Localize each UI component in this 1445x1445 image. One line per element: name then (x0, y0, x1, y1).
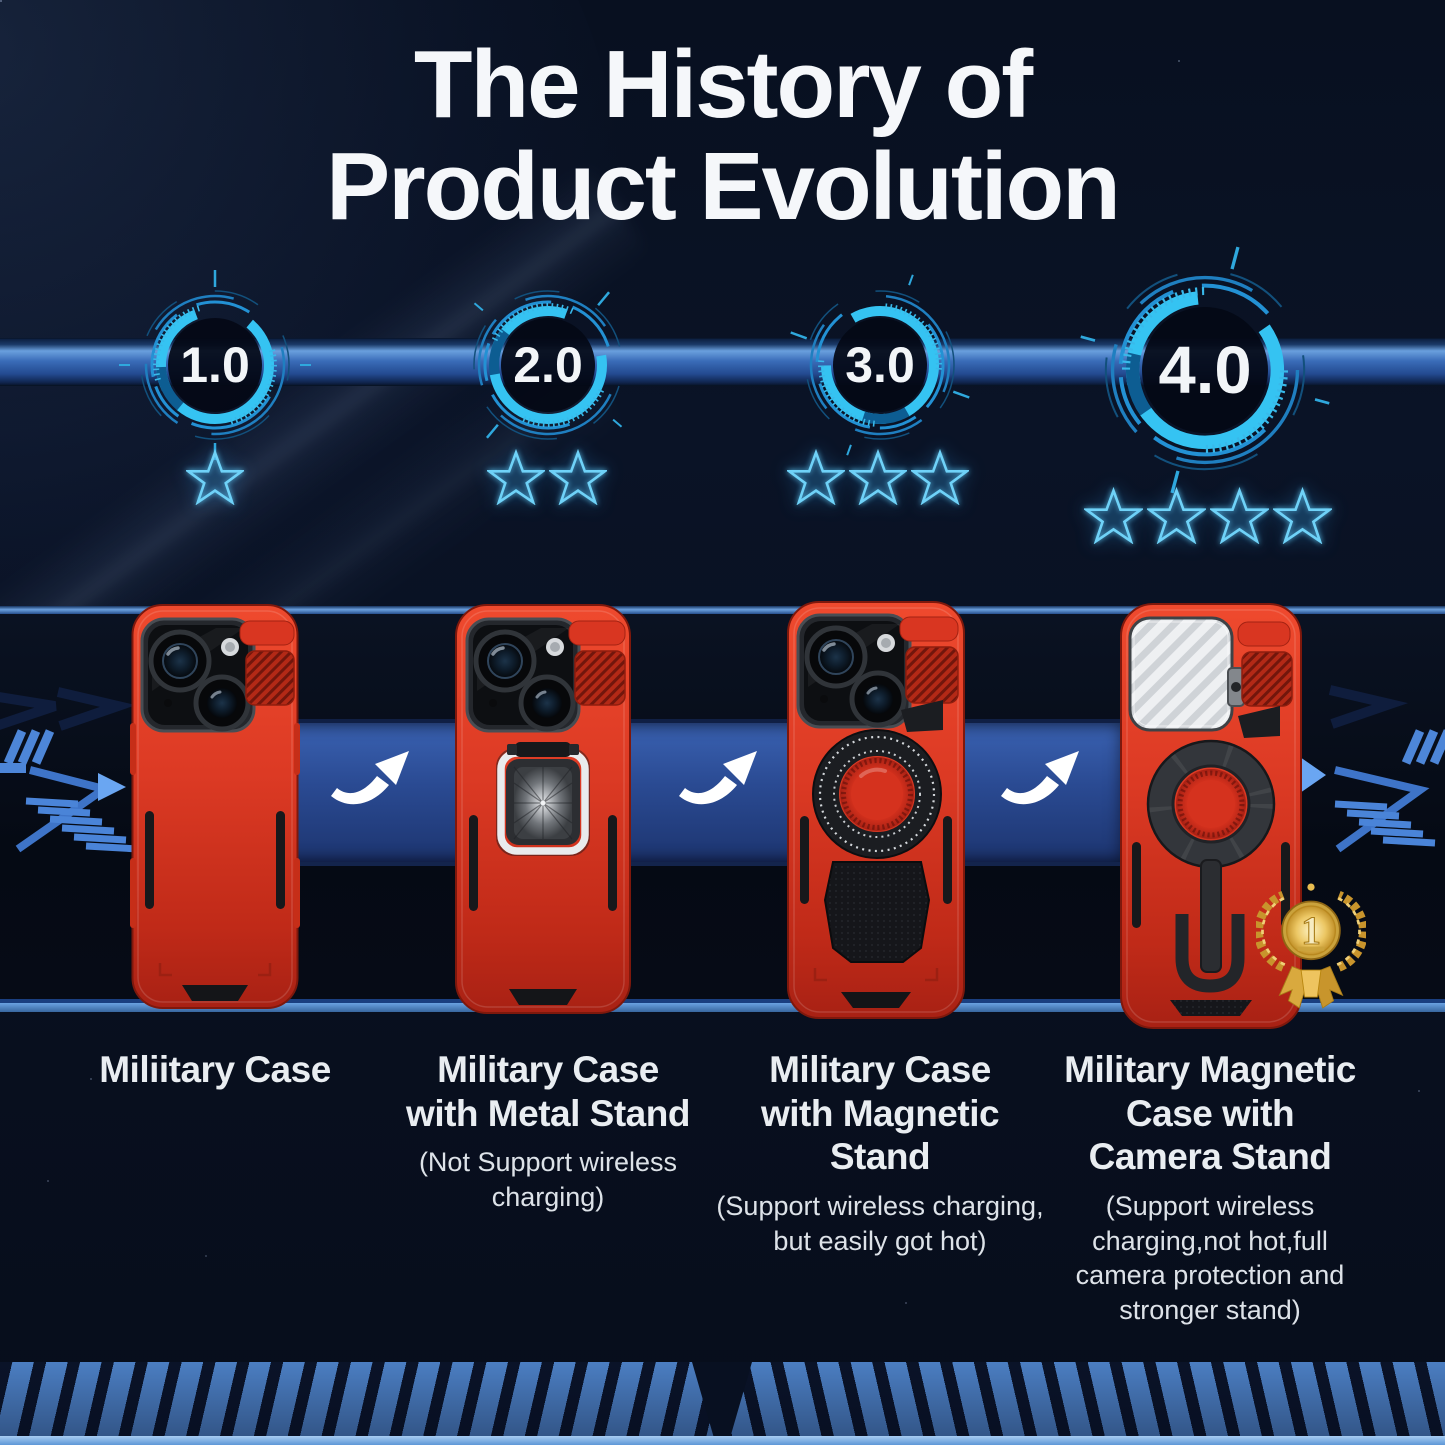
product-label-v1: Miliitary Case (35, 1048, 395, 1102)
version-label: 2.0 (513, 337, 583, 393)
stage-bottom-line (0, 999, 1445, 1003)
product-name: Military Case with Magnetic Stand (760, 1049, 1000, 1178)
stage-blue-band (205, 719, 1133, 866)
star-icon (1147, 487, 1206, 549)
version-badge-4: 4.0 (1071, 236, 1339, 504)
product-note: (Not Support wireless charging) (418, 1147, 678, 1212)
product-note: (Support wireless charging, but easily g… (716, 1190, 1044, 1256)
star-icon (487, 449, 545, 510)
version-badge-1: 1.0 (115, 265, 315, 465)
version-label: 4.0 (1158, 333, 1251, 408)
product-name: Military Case with Metal Stand (406, 1049, 690, 1134)
product-note: (Support wireless charging,not hot,full … (1075, 1190, 1345, 1325)
case-v1-military (130, 604, 300, 1009)
star-icon (911, 449, 969, 510)
star-icon (1273, 487, 1332, 549)
evolution-arrow-icon (679, 751, 757, 805)
product-name: Miliitary Case (99, 1049, 331, 1090)
star-icon (849, 449, 907, 510)
star-rating-v4 (1084, 487, 1332, 549)
first-place-medal: 1 (1256, 883, 1366, 1009)
version-badge-3: 3.0 (780, 265, 980, 465)
star-icon (549, 449, 607, 510)
case-v2-metal-stand (455, 604, 631, 1014)
product-name: Military Magnetic Case with Camera Stand (1064, 1049, 1356, 1178)
page-title: The History of Product Evolution (326, 31, 1121, 240)
right-chevron-decoration (1300, 685, 1445, 853)
evolution-arrow-icon (331, 751, 409, 805)
version-badge-2: 2.0 (448, 265, 648, 465)
evolution-arrow-icon (1001, 751, 1079, 805)
star-icon (787, 449, 845, 510)
product-label-v2: Military Case with Metal Stand (Not Supp… (368, 1048, 728, 1214)
star-icon (186, 449, 244, 510)
version-label: 3.0 (845, 337, 915, 393)
star-rating-v1 (186, 449, 244, 510)
star-rating-v2 (487, 449, 607, 510)
stage-top-line (0, 606, 1445, 614)
bottom-stripes-left (0, 1362, 723, 1445)
star-field-dots (0, 0, 2, 2)
case-v3-magnetic-stand (787, 601, 965, 1019)
star-icon (1210, 487, 1269, 549)
medal-rank-number: 1 (1301, 909, 1321, 953)
product-label-v3: Military Case with Magnetic Stand (Suppo… (690, 1048, 1070, 1258)
star-icon (1084, 487, 1143, 549)
left-chevron-decoration (0, 687, 139, 853)
version-label: 1.0 (180, 337, 250, 393)
bottom-edge-strip (0, 1436, 1445, 1445)
bottom-stripes-right (722, 1362, 1445, 1445)
stage-bottom-line (0, 1003, 1445, 1012)
star-rating-v3 (787, 449, 969, 510)
product-label-v4: Military Magnetic Case with Camera Stand… (1028, 1048, 1392, 1327)
